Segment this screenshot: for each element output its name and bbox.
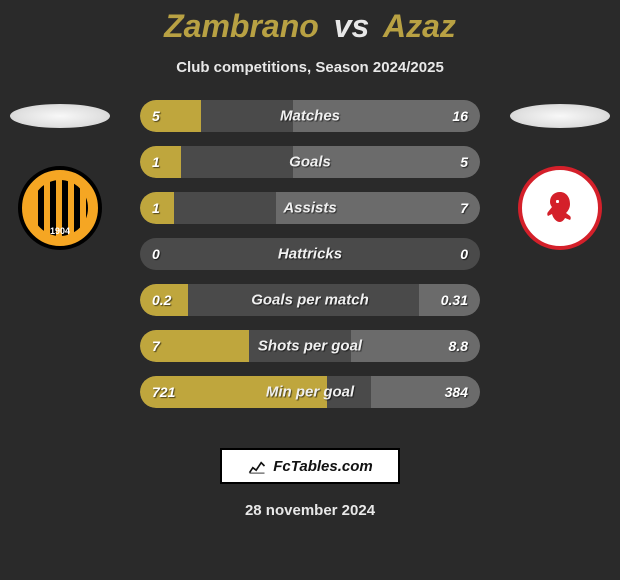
stat-fill-left [140,146,181,178]
stat-value-right: 384 [445,384,468,400]
stat-label: Goals [289,154,331,171]
club-badge-hull: 1904 [18,166,102,250]
title-player1: Zambrano [164,8,319,44]
stat-value-right: 16 [452,108,468,124]
hull-year: 1904 [50,226,70,236]
stats-list: 5 Matches 16 1 Goals 5 1 Assists 7 0 Hattricks 0 0.2… [140,100,480,408]
stat-row: 721 Min per goal 384 [140,376,480,408]
lion-icon [540,188,580,228]
stat-value-right: 8.8 [449,338,468,354]
title-player2: Azaz [383,8,456,44]
page-title: Zambrano vs Azaz [0,0,620,45]
stat-value-left: 5 [152,108,160,124]
subtitle-text: Club competitions, Season 2024/2025 [0,59,620,76]
club-badge-hull-inner: 1904 [32,180,88,236]
stat-value-right: 7 [460,200,468,216]
date-text: 28 november 2024 [0,502,620,519]
stat-fill-left [140,100,201,132]
stat-label: Hattricks [278,246,342,263]
stat-value-left: 721 [152,384,175,400]
chart-icon [247,456,267,476]
brand-badge: FcTables.com [220,448,400,484]
stat-row: 0 Hattricks 0 [140,238,480,270]
stat-row: 1 Assists 7 [140,192,480,224]
stat-label: Assists [283,200,336,217]
stat-row: 0.2 Goals per match 0.31 [140,284,480,316]
title-vs: vs [334,8,370,44]
stat-label: Min per goal [266,384,354,401]
stat-value-right: 0 [460,246,468,262]
stat-label: Shots per goal [258,338,362,355]
brand-text: FcTables.com [273,458,372,475]
stat-value-right: 0.31 [441,292,468,308]
stat-value-right: 5 [460,154,468,170]
stat-value-left: 7 [152,338,160,354]
stat-value-left: 1 [152,200,160,216]
left-player-column: 1904 [0,100,120,250]
stat-value-left: 0.2 [152,292,171,308]
stat-row: 1 Goals 5 [140,146,480,178]
club-badge-middlesbrough [518,166,602,250]
club-badge-boro-inner [532,180,588,236]
stat-label: Matches [280,108,340,125]
stat-value-left: 1 [152,154,160,170]
platform-ellipse [510,104,610,128]
stat-label: Goals per match [251,292,369,309]
stat-row: 5 Matches 16 [140,100,480,132]
stat-row: 7 Shots per goal 8.8 [140,330,480,362]
platform-ellipse [10,104,110,128]
comparison-panel: 1904 5 Matches 16 1 Goals 5 1 Assists 7 0 Hattrick… [0,100,620,430]
right-player-column [500,100,620,250]
stat-value-left: 0 [152,246,160,262]
